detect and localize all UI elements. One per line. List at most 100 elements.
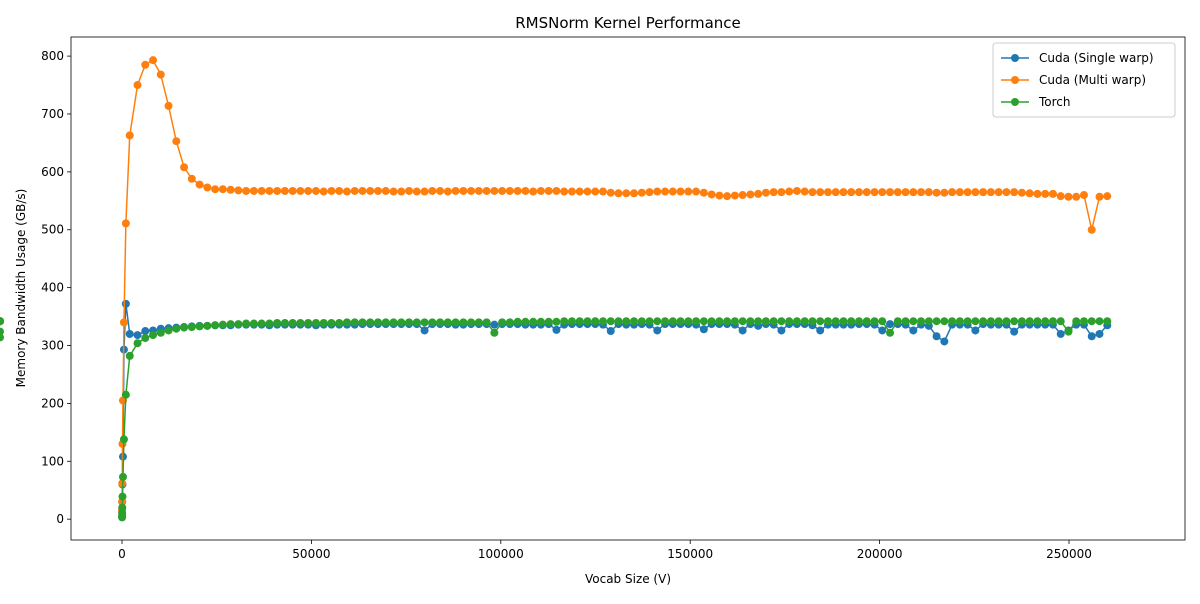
x-tick-label: 100000 (478, 547, 524, 561)
data-point (955, 188, 964, 197)
data-point (296, 318, 305, 327)
data-point (909, 188, 918, 197)
data-point (0, 333, 4, 342)
data-point (1087, 332, 1096, 341)
data-point (1002, 317, 1011, 326)
data-point (119, 435, 128, 444)
data-point (730, 317, 739, 326)
data-point (304, 186, 313, 195)
data-point (381, 186, 390, 195)
data-point (1048, 317, 1057, 326)
data-point (800, 317, 809, 326)
data-point (288, 318, 297, 327)
data-point (118, 503, 127, 512)
data-point (234, 320, 243, 329)
data-point (319, 318, 328, 327)
data-point (777, 317, 786, 326)
data-point (606, 327, 615, 336)
data-point (986, 317, 995, 326)
data-point (591, 187, 600, 196)
data-point (630, 317, 639, 326)
data-point (901, 188, 910, 197)
data-point (963, 188, 972, 197)
data-point (1087, 317, 1096, 326)
data-point (583, 187, 592, 196)
data-point (598, 187, 607, 196)
data-point (335, 186, 344, 195)
data-point (940, 188, 949, 197)
data-point (0, 317, 4, 326)
data-point (342, 318, 351, 327)
data-point (971, 317, 980, 326)
data-point (1041, 189, 1050, 198)
data-point (428, 186, 437, 195)
data-point (777, 188, 786, 197)
data-point (412, 318, 421, 327)
data-point (715, 191, 724, 200)
data-point (886, 320, 895, 329)
data-point (133, 331, 142, 340)
data-point (583, 317, 592, 326)
data-point (800, 187, 809, 196)
data-point (948, 317, 957, 326)
data-point (374, 318, 383, 327)
data-point (661, 317, 670, 326)
data-point (443, 187, 452, 196)
data-point (909, 317, 918, 326)
data-point (699, 317, 708, 326)
data-point (792, 186, 801, 195)
legend-label: Cuda (Single warp) (1039, 51, 1154, 65)
y-tick-label: 500 (41, 223, 64, 237)
data-point (482, 186, 491, 195)
data-point (265, 319, 274, 328)
data-point (823, 188, 832, 197)
x-tick-label: 250000 (1046, 547, 1092, 561)
data-point (374, 186, 383, 195)
data-point (412, 187, 421, 196)
data-point (847, 317, 856, 326)
data-point (544, 186, 553, 195)
data-point (1010, 188, 1019, 197)
data-point (606, 188, 615, 197)
data-point (792, 317, 801, 326)
data-point (839, 317, 848, 326)
data-point (467, 186, 476, 195)
data-point (707, 317, 716, 326)
y-tick-label: 300 (41, 339, 64, 353)
data-point (831, 317, 840, 326)
data-point (994, 317, 1003, 326)
data-point (141, 333, 150, 342)
data-point (738, 326, 747, 335)
data-point (1072, 317, 1081, 326)
data-point (187, 322, 196, 331)
data-point (862, 188, 871, 197)
data-point (1033, 189, 1042, 198)
data-point (521, 186, 530, 195)
data-point (420, 326, 429, 335)
x-tick-label: 150000 (667, 547, 713, 561)
data-point (668, 317, 677, 326)
data-point (397, 187, 406, 196)
data-point (730, 191, 739, 200)
data-point (552, 325, 561, 334)
data-point (1017, 188, 1026, 197)
data-point (855, 188, 864, 197)
data-point (963, 317, 972, 326)
data-point (490, 320, 499, 329)
data-point (606, 317, 615, 326)
data-point (350, 318, 359, 327)
data-point (870, 317, 879, 326)
data-point (451, 186, 460, 195)
data-point (622, 189, 631, 198)
data-point (630, 189, 639, 198)
series-line (121, 303, 1108, 517)
data-point (785, 317, 794, 326)
data-point (1095, 192, 1104, 201)
data-point (1025, 189, 1034, 198)
data-point (211, 321, 220, 330)
data-point (133, 81, 142, 90)
data-point (598, 317, 607, 326)
data-point (529, 187, 538, 196)
y-axis-label: Memory Bandwidth Usage (GB/s) (14, 189, 28, 388)
data-point (366, 318, 375, 327)
